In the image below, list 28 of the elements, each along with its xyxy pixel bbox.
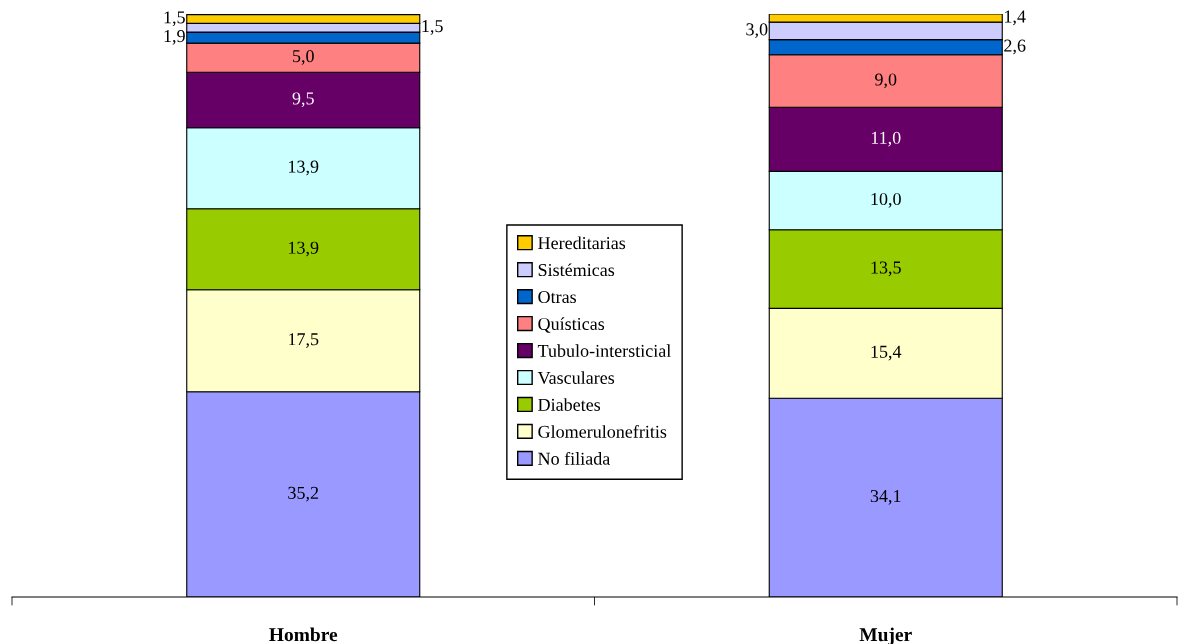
data-label: 9,0 <box>875 73 897 89</box>
data-label: 15,4 <box>871 345 902 361</box>
legend-label: Tubulo-intersticial <box>537 344 671 357</box>
x-tick-label: Hombre <box>269 627 338 642</box>
data-label: 1,5 <box>164 11 185 27</box>
legend-label: No filiada <box>538 451 611 465</box>
data-label: 3,0 <box>746 23 768 39</box>
legend-label: Diabetes <box>538 398 601 411</box>
data-label: 1,9 <box>164 30 185 45</box>
data-label: 17,5 <box>289 333 319 348</box>
data-label: 13,5 <box>871 261 901 277</box>
data-label: 13,9 <box>289 241 319 257</box>
data-label: 35,2 <box>288 486 319 502</box>
data-label: 13,9 <box>289 160 319 176</box>
legend-label: Otras <box>538 290 577 304</box>
data-label: 5,0 <box>293 50 314 65</box>
data-label: 2,6 <box>1004 39 1026 55</box>
data-label: 34,1 <box>870 489 901 505</box>
data-label: 9,5 <box>292 92 314 108</box>
data-label: 1,4 <box>1005 10 1026 26</box>
legend-label: Hereditarias <box>538 236 626 250</box>
data-label: 1,5 <box>422 20 443 35</box>
legend-label: Sistémicas <box>538 263 615 277</box>
legend-label: Glomerulonefritis <box>538 424 667 438</box>
data-label: 11,0 <box>871 131 901 147</box>
legend-label: Quísticas <box>538 317 605 333</box>
legend-label: Vasculares <box>537 371 615 385</box>
data-label: 10,0 <box>871 192 901 208</box>
